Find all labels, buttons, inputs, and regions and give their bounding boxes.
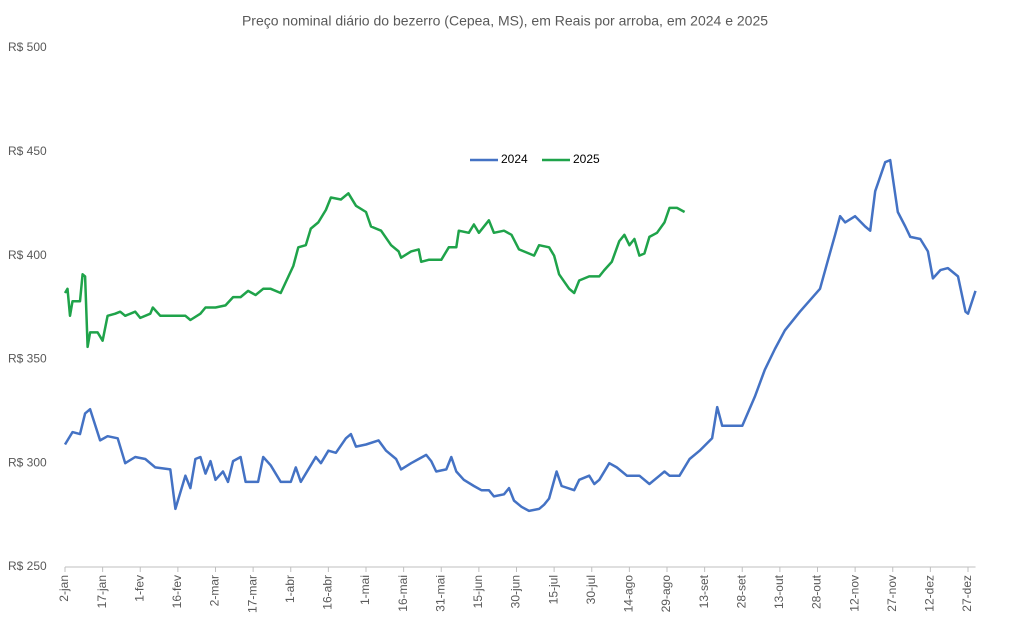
y-tick-label: R$ 250 <box>8 559 47 573</box>
x-tick-label: 13-set <box>697 574 711 608</box>
y-tick-label: R$ 450 <box>8 144 47 158</box>
legend-label: 2024 <box>501 152 528 166</box>
x-tick-label: 1-abr <box>283 575 297 603</box>
y-tick-label: R$ 400 <box>8 248 47 262</box>
line-series <box>63 158 977 513</box>
x-tick-label: 16-fev <box>170 575 184 608</box>
x-tick-label: 1-fev <box>132 575 146 602</box>
y-tick-label: R$ 300 <box>8 455 47 469</box>
x-tick-label: 28-out <box>810 574 824 609</box>
x-tick-label: 16-mai <box>396 575 410 612</box>
y-tick-label: R$ 500 <box>8 40 47 54</box>
x-tick-label: 2-jan <box>57 575 71 602</box>
x-tick-label: 31-mai <box>433 575 447 612</box>
x-tick-label: 13-out <box>772 574 786 609</box>
x-tick-label: 14-ago <box>622 575 636 613</box>
x-tick-label: 16-abr <box>321 575 335 610</box>
line-series <box>63 192 686 349</box>
x-tick-label: 30-jul <box>584 575 598 604</box>
x-tick-label: 15-jul <box>546 575 560 604</box>
legend-label: 2025 <box>573 152 600 166</box>
x-tick-label: 12-nov <box>847 575 861 612</box>
x-tick-label: 17-jan <box>95 575 109 608</box>
y-tick-label: R$ 350 <box>8 352 47 366</box>
chart-title: Preço nominal diário do bezerro (Cepea, … <box>242 13 768 29</box>
x-tick-label: 28-set <box>734 574 748 608</box>
x-tick-label: 27-nov <box>885 575 899 612</box>
x-tick-label: 30-jun <box>509 575 523 608</box>
x-tick-label: 12-dez <box>923 575 937 612</box>
x-tick-label: 2-mar <box>208 575 222 606</box>
x-tick-label: 1-mai <box>358 575 372 605</box>
x-tick-label: 17-mar <box>245 575 259 613</box>
x-tick-label: 15-jun <box>471 575 485 608</box>
x-tick-label: 29-ago <box>659 575 673 613</box>
x-tick-label: 27-dez <box>960 575 974 612</box>
